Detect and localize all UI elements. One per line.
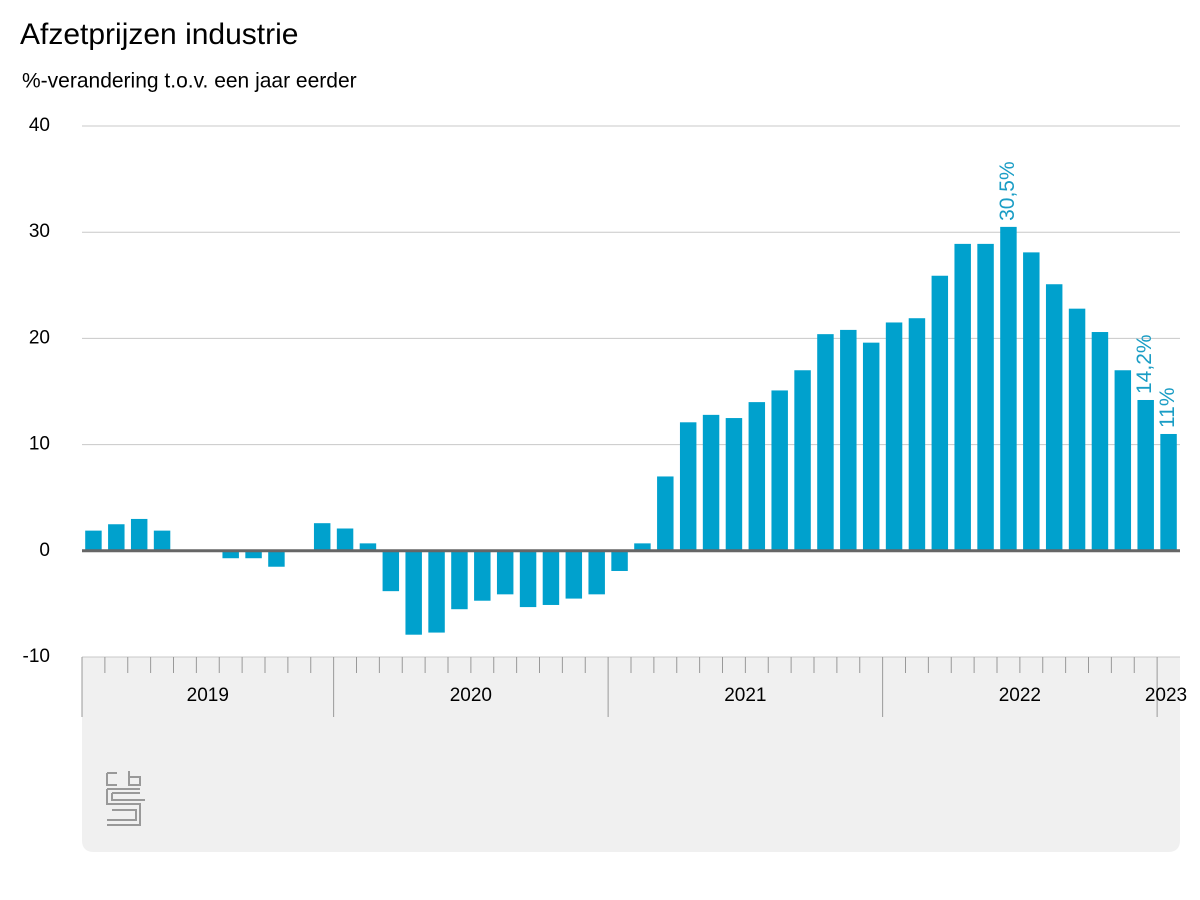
- bar: [1160, 433, 1177, 551]
- bar: [634, 543, 651, 551]
- bar: [313, 523, 331, 551]
- y-tick-label: 20: [29, 327, 50, 348]
- value-label: 11%: [1156, 387, 1179, 427]
- bar: [1068, 308, 1086, 551]
- bar: [702, 414, 720, 551]
- y-tick-label: 40: [29, 115, 50, 136]
- bar: [222, 550, 239, 559]
- x-tick-label: 2019: [187, 685, 229, 706]
- bar: [519, 550, 537, 608]
- bar: [496, 550, 514, 595]
- bar: [474, 550, 491, 601]
- bar: [977, 243, 994, 551]
- bar: [268, 550, 285, 567]
- bar: [840, 329, 857, 551]
- bar: [130, 518, 148, 551]
- value-label: 14,2%: [1133, 334, 1156, 394]
- bar: [954, 243, 971, 551]
- bar: [611, 550, 628, 571]
- bar: [336, 528, 354, 551]
- bar: [1137, 399, 1154, 551]
- bar: [885, 322, 903, 551]
- axis-panel: [82, 657, 1180, 852]
- bar: [405, 550, 422, 635]
- bar: [565, 550, 583, 599]
- x-tick-label: 2022: [999, 685, 1041, 706]
- bar: [908, 318, 926, 551]
- y-tick-label: 30: [29, 221, 50, 242]
- bar: [542, 550, 560, 605]
- bar: [1045, 284, 1063, 551]
- value-label: 30,5%: [996, 161, 1019, 221]
- y-tick-label: 10: [29, 434, 50, 455]
- bar: [382, 550, 400, 592]
- bar: [657, 476, 674, 551]
- bar: [1091, 332, 1109, 551]
- y-tick-label: 0: [39, 540, 50, 561]
- x-tick-label: 2023: [1145, 685, 1187, 706]
- cbs-logo: [106, 771, 145, 826]
- chart-subtitle: %-verandering t.o.v. een jaar eerder: [22, 70, 357, 93]
- bar: [108, 524, 125, 551]
- bar: [1023, 252, 1040, 551]
- x-tick-label: 2020: [450, 685, 492, 706]
- bar: [931, 275, 949, 551]
- bar: [359, 543, 377, 551]
- bar: [862, 342, 880, 551]
- bar: [679, 422, 697, 551]
- bar: [771, 390, 788, 551]
- chart-title: Afzetprijzen industrie: [20, 18, 298, 51]
- x-tick-label: 2021: [724, 685, 766, 706]
- y-tick-label: -10: [23, 646, 50, 667]
- bar: [725, 418, 743, 551]
- bar: [817, 334, 834, 551]
- bar: [794, 370, 811, 551]
- bar: [85, 530, 102, 551]
- bar: [588, 550, 605, 595]
- bar: [451, 550, 468, 610]
- bar: [748, 402, 766, 551]
- bar: [153, 530, 171, 551]
- bar: [1114, 370, 1132, 551]
- bar: [1000, 226, 1017, 551]
- bar: [428, 550, 445, 633]
- bar: [245, 550, 262, 559]
